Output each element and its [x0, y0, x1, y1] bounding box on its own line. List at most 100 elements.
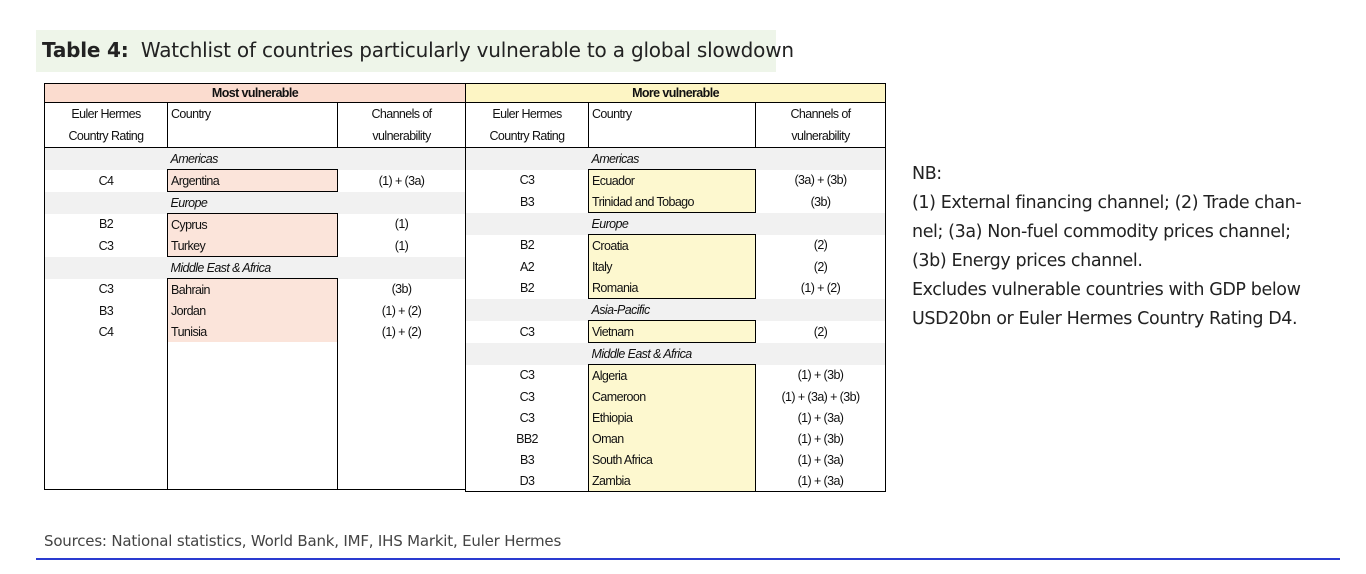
region-label: Asia-Pacific: [588, 298, 756, 321]
region-channels-cell: [755, 298, 886, 321]
channels-cell: (2): [755, 256, 886, 277]
channels-cell: (3b): [755, 191, 886, 213]
rating-cell: C3: [44, 278, 168, 300]
empty-cell: [44, 384, 168, 405]
country-row: BB2 Oman (1) + (3b): [465, 428, 886, 449]
channels-cell: (1): [337, 235, 466, 257]
notes-line: (3b) Energy prices channel.: [912, 251, 1143, 271]
channels-cell: (2): [755, 320, 886, 343]
empty-cell: [167, 405, 338, 426]
sources-note: Sources: National statistics, World Bank…: [44, 532, 562, 550]
rating-cell: B3: [465, 449, 589, 470]
empty-cell: [167, 363, 338, 384]
col-header-country-label: Country: [171, 107, 211, 121]
empty-cell: [337, 384, 466, 405]
empty-cell: [44, 363, 168, 384]
region-row: Asia-Pacific: [465, 298, 886, 321]
region-rating-cell: [465, 298, 589, 321]
region-channels-cell: [337, 147, 466, 170]
channels-cell: (1) + (3a): [755, 449, 886, 470]
col-header-channels-line1: Channels of: [371, 107, 432, 121]
rating-cell: B2: [465, 277, 589, 299]
most-vulnerable-rows: Americas C4 Argentina (1) + (3a) Europe B2 Cyp…: [44, 147, 466, 490]
rating-cell: C4: [44, 169, 168, 192]
channels-cell: (1) + (3a): [337, 169, 466, 192]
channels-cell: (1) + (3a): [755, 470, 886, 492]
more-vulnerable-header: More vulnerable: [465, 83, 886, 103]
region-channels-cell: [337, 256, 466, 279]
channels-cell: (1) + (2): [337, 300, 466, 321]
region-rating-cell: [465, 147, 589, 170]
country-row: C3 Ethiopia (1) + (3a): [465, 407, 886, 428]
table-title-text: Watchlist of countries particularly vuln…: [140, 38, 794, 62]
country-row: B2 Romania (1) + (2): [465, 277, 886, 299]
empty-cell: [44, 342, 168, 363]
col-header-rating: Euler Hermes Country Rating: [44, 102, 168, 148]
rating-cell: B2: [44, 213, 168, 235]
country-cell: Trinidad and Tobago: [588, 191, 756, 213]
country-row: B2 Cyprus (1): [44, 213, 466, 235]
country-cell: Argentina: [167, 169, 338, 192]
rating-cell: B2: [465, 234, 589, 256]
country-cell: Croatia: [588, 234, 756, 256]
rating-cell: C3: [465, 169, 589, 191]
col-header-rating-line1: Euler Hermes: [492, 107, 562, 121]
region-channels-cell: [755, 212, 886, 235]
empty-cell: [44, 468, 168, 490]
empty-row: [44, 447, 466, 468]
country-row: C3 Cameroon (1) + (3a) + (3b): [465, 386, 886, 407]
channels-cell: (3b): [337, 278, 466, 300]
channels-cell: (1) + (3b): [755, 364, 886, 386]
col-header-rating-line2: Country Rating: [68, 129, 145, 143]
empty-cell: [337, 468, 466, 490]
rating-cell: C3: [44, 235, 168, 257]
notes-line: USD20bn or Euler Hermes Country Rating D…: [912, 309, 1298, 329]
region-channels-cell: [755, 342, 886, 365]
region-channels-cell: [337, 191, 466, 214]
empty-cell: [337, 405, 466, 426]
footer-rule: [36, 558, 1340, 560]
col-header-country: Country: [588, 102, 756, 148]
country-row: C3 Bahrain (3b): [44, 278, 466, 300]
col-header-channels: Channels of vulnerability: [755, 102, 886, 148]
country-row: B3 South Africa (1) + (3a): [465, 449, 886, 470]
country-row: B3 Trinidad and Tobago (3b): [465, 191, 886, 213]
channels-cell: (3a) + (3b): [755, 169, 886, 191]
region-rating-cell: [44, 191, 168, 214]
empty-cell: [337, 447, 466, 468]
region-row: Europe: [465, 212, 886, 235]
rating-cell: D3: [465, 470, 589, 492]
channels-cell: (1) + (3a): [755, 407, 886, 428]
empty-row: [44, 384, 466, 405]
country-cell: Zambia: [588, 470, 756, 492]
empty-cell: [44, 447, 168, 468]
region-rating-cell: [44, 256, 168, 279]
country-cell: Turkey: [167, 235, 338, 257]
empty-row: [44, 342, 466, 363]
country-row: C3 Turkey (1): [44, 235, 466, 257]
notes-heading: NB:: [912, 164, 942, 184]
rating-cell: C4: [44, 321, 168, 342]
region-label: Middle East & Africa: [588, 342, 756, 365]
col-header-rating-line2: Country Rating: [489, 129, 566, 143]
col-header-country: Country: [167, 102, 338, 148]
empty-cell: [167, 447, 338, 468]
region-label: Europe: [588, 212, 756, 235]
country-cell: Ecuador: [588, 169, 756, 191]
region-rating-cell: [465, 212, 589, 235]
most-vulnerable-header: Most vulnerable: [44, 83, 466, 103]
notes-line: (1) External financing channel; (2) Trad…: [912, 193, 1302, 213]
country-cell: Jordan: [167, 300, 338, 321]
col-header-channels: Channels of vulnerability: [337, 102, 466, 148]
col-header-country-label: Country: [592, 107, 632, 121]
rating-cell: C3: [465, 386, 589, 407]
country-cell: Romania: [588, 277, 756, 299]
country-cell: Italy: [588, 256, 756, 277]
more-vulnerable-table: More vulnerable Euler Hermes Country Rati…: [465, 83, 886, 492]
empty-row: [44, 426, 466, 447]
region-label: Europe: [167, 191, 338, 214]
country-cell: Algeria: [588, 364, 756, 386]
most-vulnerable-table: Most vulnerable Euler Hermes Country Rati…: [44, 83, 466, 490]
notes-panel: NB: (1) External financing channel; (2) …: [912, 160, 1362, 334]
country-cell: Cameroon: [588, 386, 756, 407]
